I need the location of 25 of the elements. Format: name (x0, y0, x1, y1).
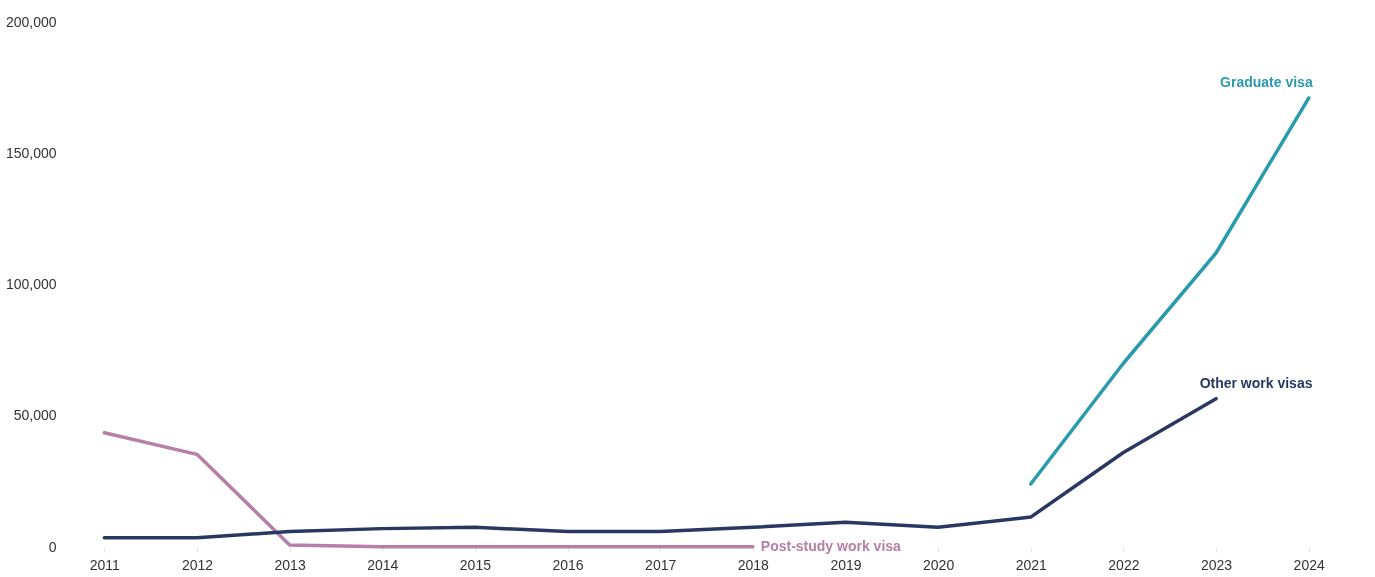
y-tick-label: 0 (48, 538, 57, 555)
x-tick-label: 2015 (459, 556, 492, 573)
x-tick-label: 2018 (737, 556, 770, 573)
x-tick-label: 2013 (274, 556, 306, 573)
y-tick-label: 100,000 (5, 276, 57, 292)
x-tick-label: 2016 (552, 556, 584, 573)
x-tick-label: 2012 (181, 556, 214, 573)
x-tick-label: 2019 (830, 556, 862, 573)
series-label: Post-study work visa (760, 537, 902, 554)
line-series (1029, 96, 1311, 486)
x-tick-label: 2022 (1108, 556, 1140, 573)
line-series (102, 431, 755, 549)
y-tick-label: 150,000 (5, 144, 57, 161)
x-tick-label: 2024 (1293, 556, 1325, 573)
x-tick-label: 2020 (923, 556, 955, 573)
series-label: Graduate visa (1220, 74, 1313, 91)
series-label: Other work visas (1199, 374, 1313, 391)
x-tick-label: 2014 (367, 556, 399, 573)
line-series (102, 396, 1218, 540)
y-tick-label: 200,000 (5, 13, 57, 30)
x-tick-label: 2017 (645, 556, 677, 573)
x-tick-label: 2011 (89, 556, 121, 573)
x-tick-label: 2023 (1200, 556, 1233, 573)
x-tick-label: 2021 (1015, 556, 1048, 573)
y-tick-label: 50,000 (13, 407, 57, 424)
